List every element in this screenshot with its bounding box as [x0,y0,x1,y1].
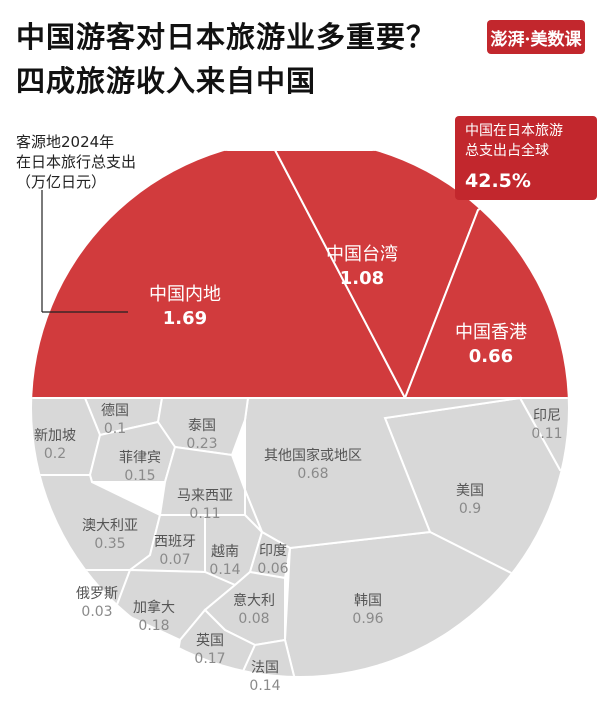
share-caption-line1: 中国在日本旅游 [465,123,563,139]
cell-label-1: 中国台湾 [326,244,398,265]
cell-label-4: 美国 [456,483,484,499]
china-share-callout: 中国在日本旅游 总支出占全球 42.5% [455,116,597,200]
cell-value-6: 0.68 [297,466,328,482]
cell-value-2: 0.66 [469,346,513,367]
unit-note: 客源地2024年 在日本旅行总支出 （万亿日元） [16,132,136,192]
cell-label-16: 俄罗斯 [76,586,118,602]
unit-note-line3: （万亿日元） [16,173,107,191]
cell-value-11: 0.11 [189,506,220,522]
cell-label-12: 澳大利亚 [82,518,138,534]
cell-label-2: 中国香港 [455,322,527,343]
share-caption-line2: 总支出占全球 [465,143,549,159]
cell-label-0: 中国内地 [149,284,221,305]
cell-value-16: 0.03 [81,604,112,620]
cell-20 [228,638,302,676]
cell-label-18: 意大利 [233,592,275,609]
cell-label-19: 英国 [196,632,224,649]
cell-label-17: 加拿大 [133,599,175,616]
unit-note-line1: 客源地2024年 [16,133,115,151]
cell-5 [283,530,568,676]
cell-15 [244,489,292,580]
cell-value-0: 1.69 [163,308,207,329]
cell-value-20: 0.14 [249,678,280,694]
cell-value-13: 0.07 [159,552,190,568]
cell-label-15: 印度 [259,543,287,559]
cell-label-9: 泰国 [188,418,216,434]
cell-value-4: 0.9 [459,501,481,517]
share-value: 42.5% [465,170,531,192]
cell-label-7: 德国 [101,403,129,419]
cell-value-19: 0.17 [194,651,225,667]
cell-value-14: 0.14 [209,562,240,578]
cell-label-11: 马来西亚 [177,488,233,504]
cell-value-1: 1.08 [340,268,384,289]
cell-value-17: 0.18 [138,618,169,634]
cell-value-9: 0.23 [186,436,217,452]
cell-value-3: 0.11 [531,426,562,442]
brand-logo: 澎湃·美数课 [487,20,585,54]
cell-value-18: 0.08 [238,611,269,627]
cell-value-8: 0.2 [44,446,66,462]
cell-value-15: 0.06 [257,561,288,577]
brand-logo-text: 澎湃·美数课 [490,29,582,50]
cell-label-14: 越南 [211,544,239,560]
cell-label-10: 菲律宾 [119,450,161,466]
cell-value-7: 0.1 [104,421,126,437]
cell-label-20: 法国 [251,660,279,676]
chart-title: 中国游客对日本旅游业多重要？ [16,20,437,54]
unit-note-line2: 在日本旅行总支出 [16,153,137,171]
cell-11 [158,445,246,516]
cell-value-12: 0.35 [94,536,125,552]
cell-label-6: 其他国家或地区 [264,447,362,464]
cell-label-5: 韩国 [354,593,382,609]
cell-value-5: 0.96 [352,611,383,627]
cell-label-8: 新加坡 [34,428,76,444]
cell-value-10: 0.15 [124,468,155,484]
cell-label-13: 西班牙 [154,534,196,550]
cell-label-3: 印尼 [533,408,561,424]
chart-subtitle: 四成旅游收入来自中国 [16,64,317,98]
